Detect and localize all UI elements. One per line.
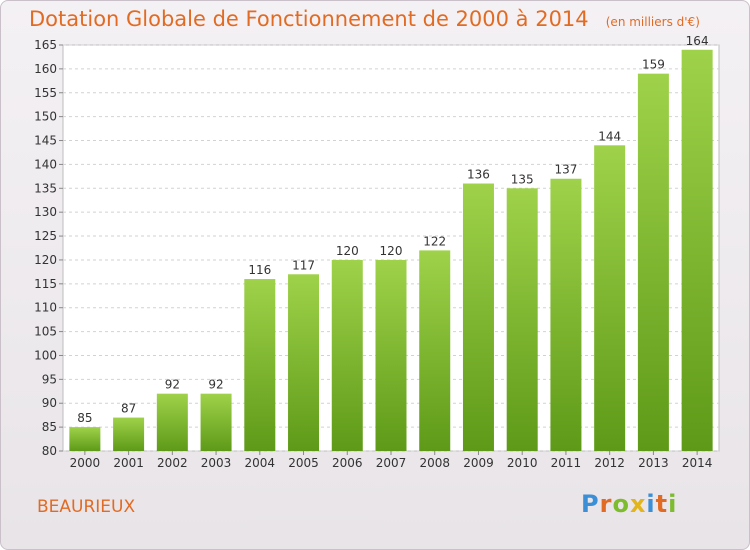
x-tick-label: 2002 <box>157 456 188 470</box>
city-name: BEAURIEUX <box>37 497 136 517</box>
y-tick-label: 95 <box>42 372 57 386</box>
y-tick-label: 125 <box>34 229 57 243</box>
bar <box>244 279 276 451</box>
bar <box>550 178 582 451</box>
y-axis: 80 85 90 95 100 105 110 115 120 125 130 135 140 145 15… <box>34 38 63 458</box>
data-label: 87 <box>121 402 136 416</box>
y-tick-label: 90 <box>42 396 57 410</box>
data-label: 122 <box>423 234 446 248</box>
data-label: 136 <box>467 168 490 182</box>
x-tick-label: 2013 <box>638 456 669 470</box>
data-label: 159 <box>642 58 665 72</box>
y-tick-label: 165 <box>34 38 57 52</box>
x-tick-label: 2010 <box>507 456 538 470</box>
chart-title: Dotation Globale de Fonctionnement de 20… <box>29 7 589 31</box>
logo-letter: t <box>655 490 669 518</box>
data-label: 85 <box>77 411 92 425</box>
bar <box>69 427 101 451</box>
data-label: 120 <box>336 244 359 258</box>
logo-letter: r <box>599 490 613 518</box>
title-wrap: Dotation Globale de Fonctionnement de 20… <box>29 7 700 31</box>
y-tick-label: 160 <box>34 62 57 76</box>
y-tick-label: 105 <box>34 325 57 339</box>
x-tick-label: 2004 <box>245 456 276 470</box>
data-label: 137 <box>554 163 577 177</box>
logo-letter: o <box>612 490 630 518</box>
bar <box>375 259 407 451</box>
bar <box>637 73 669 452</box>
bar <box>331 259 363 451</box>
data-label: 92 <box>165 378 180 392</box>
logo-letter: i <box>646 490 656 518</box>
bar <box>156 393 188 451</box>
logo-letter: x <box>629 490 647 518</box>
x-tick-label: 2001 <box>113 456 144 470</box>
logo-letter: i <box>668 490 678 518</box>
data-label: 144 <box>598 129 621 143</box>
bars: 85 87 92 92 116 117 120 120 122 136 135 137 144 159 16… <box>69 34 713 452</box>
y-tick-label: 115 <box>34 277 57 291</box>
data-label: 92 <box>208 378 223 392</box>
y-tick-label: 120 <box>34 253 57 267</box>
y-tick-label: 130 <box>34 205 57 219</box>
y-tick-label: 110 <box>34 301 57 315</box>
y-tick-label: 85 <box>42 420 57 434</box>
x-tick-label: 2014 <box>682 456 713 470</box>
x-tick-label: 2009 <box>463 456 494 470</box>
bar <box>288 274 320 451</box>
x-axis: 2000 2001 2002 2003 2004 2005 2006 2007 2008 2009… <box>70 451 713 470</box>
bar <box>113 417 145 451</box>
bar <box>419 250 451 451</box>
proxiti-logo: Proxiti <box>581 490 677 518</box>
x-tick-label: 2007 <box>376 456 407 470</box>
bar <box>506 188 538 451</box>
y-tick-label: 145 <box>34 134 57 148</box>
logo-letter: P <box>581 490 600 518</box>
bar <box>594 145 626 451</box>
y-tick-label: 80 <box>42 444 57 458</box>
x-tick-label: 2000 <box>70 456 101 470</box>
y-tick-label: 155 <box>34 86 57 100</box>
y-tick-label: 100 <box>34 348 57 362</box>
y-tick-label: 140 <box>34 157 57 171</box>
chart-subtitle: (en milliers d'€) <box>605 15 700 29</box>
data-label: 164 <box>686 34 709 48</box>
x-tick-label: 2003 <box>201 456 232 470</box>
y-tick-label: 150 <box>34 110 57 124</box>
bar <box>200 393 232 451</box>
data-label: 116 <box>248 263 271 277</box>
x-tick-label: 2012 <box>594 456 625 470</box>
data-label: 120 <box>380 244 403 258</box>
bar <box>681 49 713 452</box>
bar <box>462 183 494 452</box>
x-tick-label: 2006 <box>332 456 363 470</box>
data-label: 117 <box>292 258 315 272</box>
x-tick-label: 2005 <box>288 456 319 470</box>
x-tick-label: 2008 <box>419 456 450 470</box>
data-label: 135 <box>511 172 534 186</box>
x-tick-label: 2011 <box>551 456 582 470</box>
y-tick-label: 135 <box>34 181 57 195</box>
